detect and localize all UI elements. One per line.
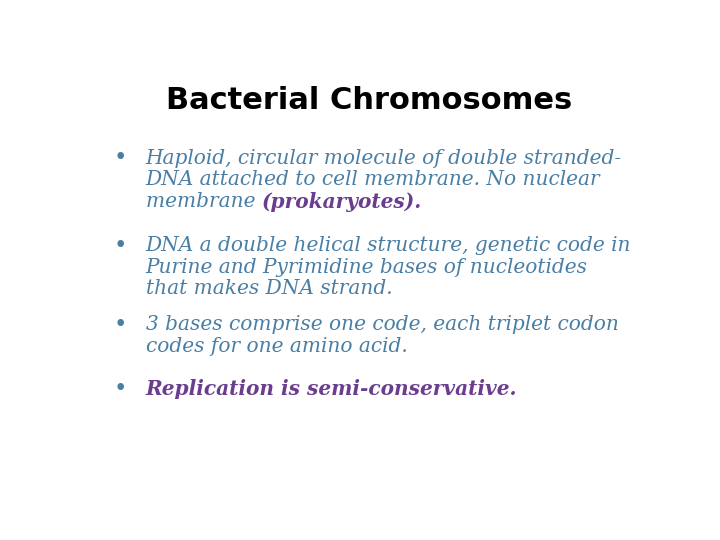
Text: •: •	[114, 147, 127, 170]
Text: •: •	[114, 235, 127, 256]
Text: Purine and Pyrimidine bases of nucleotides: Purine and Pyrimidine bases of nucleotid…	[145, 258, 588, 277]
Text: •: •	[114, 314, 127, 336]
Text: that makes DNA strand.: that makes DNA strand.	[145, 279, 392, 299]
Text: (prokaryotes).: (prokaryotes).	[261, 192, 422, 212]
Text: 3 bases comprise one code, each triplet codon: 3 bases comprise one code, each triplet …	[145, 315, 618, 334]
Text: Bacterial Chromosomes: Bacterial Chromosomes	[166, 86, 572, 114]
Text: Replication is semi-conservative.: Replication is semi-conservative.	[145, 379, 517, 399]
Text: DNA a double helical structure, genetic code in: DNA a double helical structure, genetic …	[145, 236, 631, 255]
Text: Haploid, circular molecule of double stranded-: Haploid, circular molecule of double str…	[145, 149, 622, 168]
Text: DNA attached to cell membrane. No nuclear: DNA attached to cell membrane. No nuclea…	[145, 171, 600, 190]
Text: •: •	[114, 378, 127, 400]
Text: codes for one amino acid.: codes for one amino acid.	[145, 337, 408, 356]
Text: membrane: membrane	[145, 192, 261, 211]
